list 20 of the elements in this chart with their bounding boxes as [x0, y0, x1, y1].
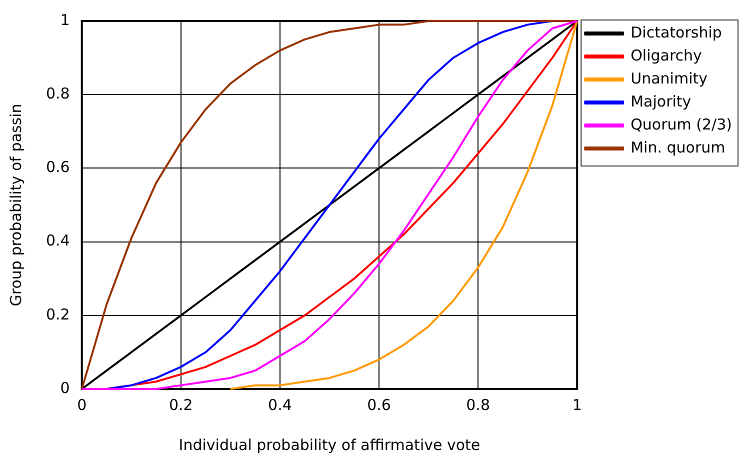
legend-label: Unanimity — [630, 69, 708, 88]
x-tick-label: 0.2 — [168, 396, 193, 414]
x-tick-label: 1 — [572, 396, 582, 414]
y-tick-label: 0.2 — [46, 305, 70, 324]
legend-label: Dictatorship — [630, 23, 722, 42]
legend-label: Oligarchy — [630, 46, 702, 64]
legend-label: Quorum (2/3) — [630, 115, 732, 134]
y-tick-label: 0.4 — [46, 232, 70, 250]
x-tick-label: 0.6 — [367, 396, 391, 414]
y-axis-title: Group probability of passin — [6, 104, 25, 306]
y-tick-label: 1 — [60, 10, 70, 29]
legend-label: Majority — [630, 92, 692, 110]
x-tick-label: 0.4 — [268, 396, 292, 414]
y-tick-label: 0.8 — [46, 84, 70, 102]
x-tick-label: 0.8 — [466, 396, 490, 414]
y-tick-label: 0 — [60, 378, 70, 397]
legend-label: Min. quorum — [630, 138, 726, 156]
x-tick-label: 0 — [77, 396, 87, 414]
x-axis-title: Individual probability of affirmative vote — [178, 436, 480, 454]
y-tick-label: 0.6 — [46, 158, 70, 176]
